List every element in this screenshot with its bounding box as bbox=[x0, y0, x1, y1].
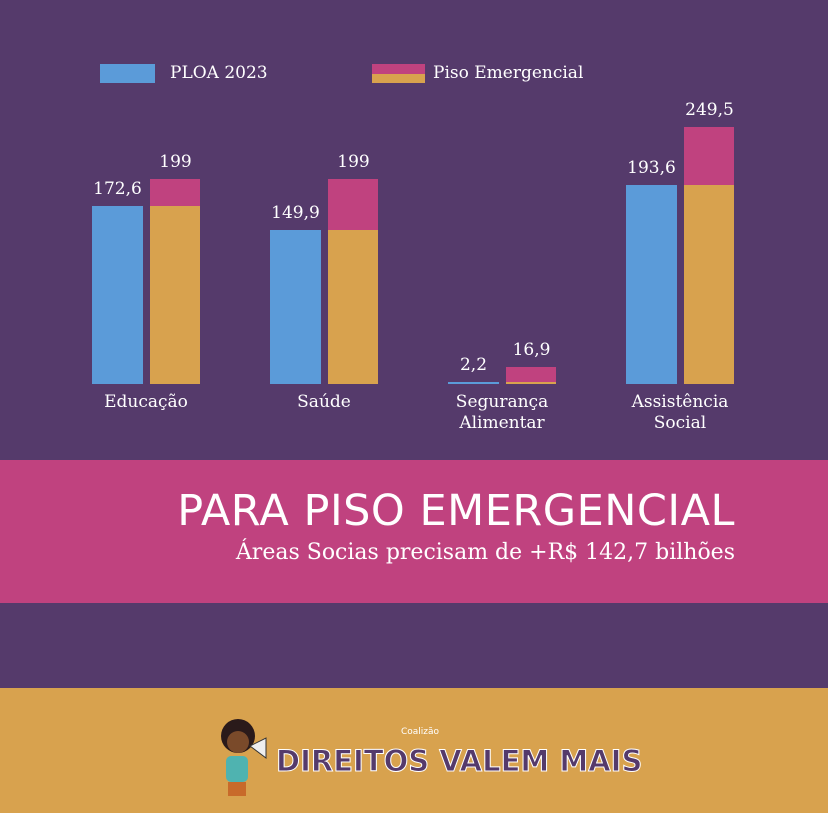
footer bbox=[0, 688, 828, 813]
bar bbox=[626, 184, 677, 384]
legend-label: Piso Emergencial bbox=[433, 63, 584, 83]
bar bbox=[448, 381, 499, 384]
category-label: Saúde bbox=[297, 392, 351, 412]
bar bbox=[92, 206, 143, 384]
bar bbox=[270, 229, 321, 384]
category-label: Educação bbox=[104, 392, 188, 412]
category-label: Assistência Social bbox=[631, 392, 729, 433]
banner bbox=[0, 460, 828, 603]
category-label: Segurança Alimentar bbox=[455, 392, 549, 433]
value-label: 199 bbox=[337, 152, 370, 173]
legend-label: PLOA 2023 bbox=[170, 63, 268, 83]
bar bbox=[506, 366, 556, 384]
value-label: 249,5 bbox=[685, 100, 734, 120]
value-label: 193,6 bbox=[627, 157, 676, 178]
logo-caption: Coalizão bbox=[400, 727, 440, 737]
value-label: 199 bbox=[159, 152, 192, 173]
value-label: 149,9 bbox=[271, 202, 320, 223]
legend-swatch bbox=[100, 64, 155, 83]
bar-base bbox=[328, 229, 378, 384]
bar-base bbox=[506, 381, 556, 384]
bar-base bbox=[150, 206, 200, 384]
subtitle: Áreas Socias precisam de +R$ 142,7 bilhõ… bbox=[235, 540, 735, 565]
value-label: 172,6 bbox=[93, 179, 142, 200]
bar-base bbox=[684, 184, 734, 384]
legend-swatch bbox=[372, 74, 425, 83]
title: PARA PISO EMERGENCIAL bbox=[177, 486, 735, 536]
value-label: 16,9 bbox=[512, 339, 551, 360]
legend-swatch bbox=[372, 64, 425, 74]
mascot bbox=[221, 719, 267, 796]
value-label: 2,2 bbox=[459, 354, 488, 375]
logo-text: DIREITOS VALEM MAIS bbox=[275, 744, 643, 779]
